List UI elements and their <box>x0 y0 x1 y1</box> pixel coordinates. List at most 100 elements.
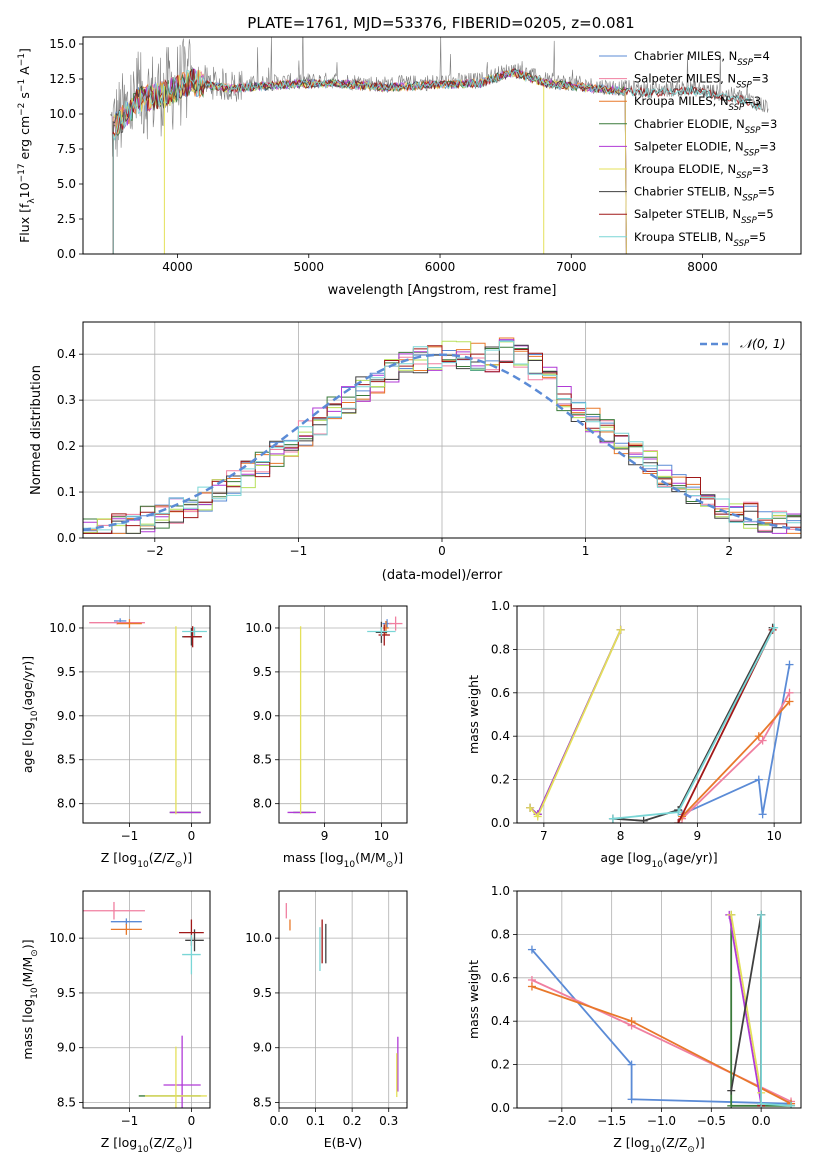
spectrum-lines <box>110 37 769 254</box>
y-tick-label: 7.5 <box>57 142 76 156</box>
x-axis-label-part: Z [log <box>101 850 137 865</box>
axes-frame <box>82 36 802 255</box>
model-spectrum-chabrier_elodie <box>112 68 627 254</box>
y-tick-label: 0.3 <box>57 393 76 407</box>
y-axis-label-part: ⊙ <box>30 949 40 957</box>
x-tick-label: 6000 <box>425 260 456 274</box>
grid-and-ticks: −2.0 −1.5 −1.0 −0.5 0.0 0.0 0.2 0.4 0.6 0.8 1.0 <box>491 884 801 1128</box>
histogram-kroupa_stelib <box>83 340 801 531</box>
marker-kroupa_stelib <box>787 1101 796 1108</box>
legend-label-part: SSP <box>744 148 760 158</box>
x-axis-label-part: 10 <box>652 860 664 870</box>
y-axis-label-part: −1 <box>17 53 27 66</box>
y-tick-label: 0.2 <box>491 1058 510 1072</box>
x-axis-label: Z [log10(Z/Z⊙)] <box>101 1135 192 1155</box>
errorbars <box>83 901 207 1108</box>
errorbar-salpeter_stelib <box>378 624 390 646</box>
legend-label-part: =5 <box>757 207 774 221</box>
errorbar-salpeter_miles <box>83 901 145 920</box>
legend-label-part: SSP <box>736 171 752 181</box>
charts-group: 4000 5000 6000 7000 80000.02.55.07.510.012.5… <box>17 36 802 1155</box>
model-spectrum-kroupa_miles <box>112 69 627 254</box>
x-axis-label-part: (age/yr)] <box>663 850 718 865</box>
marker-chabrier_miles <box>754 775 763 784</box>
axes-frame <box>516 890 802 1109</box>
marker-kroupa_miles <box>627 1017 636 1026</box>
x-axis-label-part: )] <box>695 1135 705 1150</box>
model-spectrum-kroupa_stelib <box>112 69 762 254</box>
marker-kroupa_stelib <box>757 910 766 919</box>
y-tick-label: 1.0 <box>491 884 510 898</box>
marker-kroupa_elodie <box>533 812 542 821</box>
marker-salpeter_stelib <box>674 819 683 823</box>
y-axis-label-part: A <box>17 66 32 79</box>
marker-chabrier_stelib <box>727 1086 736 1095</box>
legend-label-part: =3 <box>760 117 777 131</box>
legend-label-salpeter_stelib: Salpeter STELIB, NSSP=5 <box>634 207 774 226</box>
y-axis-label-part: −2 <box>17 103 27 116</box>
legend-label-part: SSP <box>737 58 753 68</box>
x-tick-label: 8 <box>617 829 625 843</box>
y-tick-label: 9.0 <box>57 709 76 723</box>
y-axis-label-part: 10 <box>17 182 32 198</box>
x-axis-label-part: Z [log <box>613 1135 649 1150</box>
grid-and-ticks: 0.0 0.1 0.2 0.3 8.5 9.0 9.5 10.0 <box>245 891 407 1128</box>
axes-frame <box>516 605 802 824</box>
y-tick-label: 0.6 <box>491 686 510 700</box>
y-tick-label: 0.8 <box>491 927 510 941</box>
y-tick-label: 9.5 <box>253 665 272 679</box>
errorbar-kroupa_stelib <box>367 627 396 636</box>
legend-label-part: =5 <box>758 185 775 199</box>
marker-chabrier_elodie <box>727 1101 736 1108</box>
x-axis-label: wavelength [Angstrom, rest frame] <box>328 283 557 298</box>
legend-label-part: Chabrier MILES, N <box>634 49 737 63</box>
errorbar-salpeter_elodie <box>163 1035 201 1108</box>
chart-mass_vs_Z: −1 08.59.09.510.0Z [log10(Z/Z⊙)]mass [log… <box>20 890 211 1155</box>
x-tick-label: 0.1 <box>306 1114 325 1128</box>
legend-label-part: =3 <box>752 72 769 86</box>
x-axis-label-part: 10 <box>650 1145 662 1155</box>
figure-title: PLATE=1761, MJD=53376, FIBERID=0205, z=0… <box>247 14 634 32</box>
legend-label-part: SSP <box>736 81 752 91</box>
legend-label-part: =3 <box>759 139 776 153</box>
x-axis-label: (data-model)/error <box>382 568 503 583</box>
errorbar-kroupa_stelib <box>182 627 207 636</box>
errorbar-kroupa_stelib <box>182 934 201 975</box>
legend-label-kroupa_stelib: Kroupa STELIB, NSSP=5 <box>634 230 766 249</box>
grid-and-ticks: 4000 5000 6000 7000 8000 0.0 2.5 5.0 7.5 10.0 12.5… <box>49 37 718 274</box>
y-axis-label-part: erg cm <box>17 116 32 164</box>
y-tick-label: 9.0 <box>253 1041 272 1055</box>
weight-lines <box>526 623 794 823</box>
y-tick-label: 0.4 <box>491 1014 510 1028</box>
y-tick-label: 0.2 <box>57 439 76 453</box>
x-tick-label: 0 <box>438 544 446 558</box>
y-tick-label: 9.5 <box>253 986 272 1000</box>
y-axis-label-part: (age/yr)] <box>20 656 35 711</box>
x-tick-label: 5000 <box>293 260 324 274</box>
y-tick-label: 8.5 <box>57 1096 76 1110</box>
x-axis-label: mass [log10(M/M⊙)] <box>283 850 403 870</box>
axes-frame <box>82 605 211 824</box>
x-axis-label-part: 10 <box>137 1145 149 1155</box>
legend-label-part: SSP <box>741 216 757 226</box>
legend-label-part: =5 <box>749 230 766 244</box>
legend-label-part: =4 <box>753 49 770 63</box>
legend-label-part: Salpeter STELIB, N <box>634 207 741 221</box>
y-axis-label-part: )] <box>20 939 35 949</box>
x-tick-label: 1 <box>582 544 590 558</box>
grid-and-ticks: 9 10 8.0 8.5 9.0 9.5 10.0 <box>245 606 407 843</box>
legend-label-chabrier_elodie: Chabrier ELODIE, NSSP=3 <box>634 117 777 136</box>
x-axis-label-part: (Z/Z <box>149 850 175 865</box>
y-axis-label-part: s <box>17 92 32 103</box>
x-tick-label: 4000 <box>162 260 193 274</box>
x-tick-label: 10 <box>766 829 781 843</box>
x-tick-label: 10 <box>374 829 389 843</box>
model-spectrum-salpeter_elodie <box>112 68 627 254</box>
legend-label-chabrier_stelib: Chabrier STELIB, NSSP=5 <box>634 185 775 204</box>
y-tick-label: 0.0 <box>57 247 76 261</box>
marker-kroupa_miles <box>527 982 536 991</box>
errorbar-kroupa_miles <box>110 923 142 935</box>
marker-kroupa_elodie <box>727 910 736 919</box>
marker-kroupa_stelib <box>770 623 779 632</box>
